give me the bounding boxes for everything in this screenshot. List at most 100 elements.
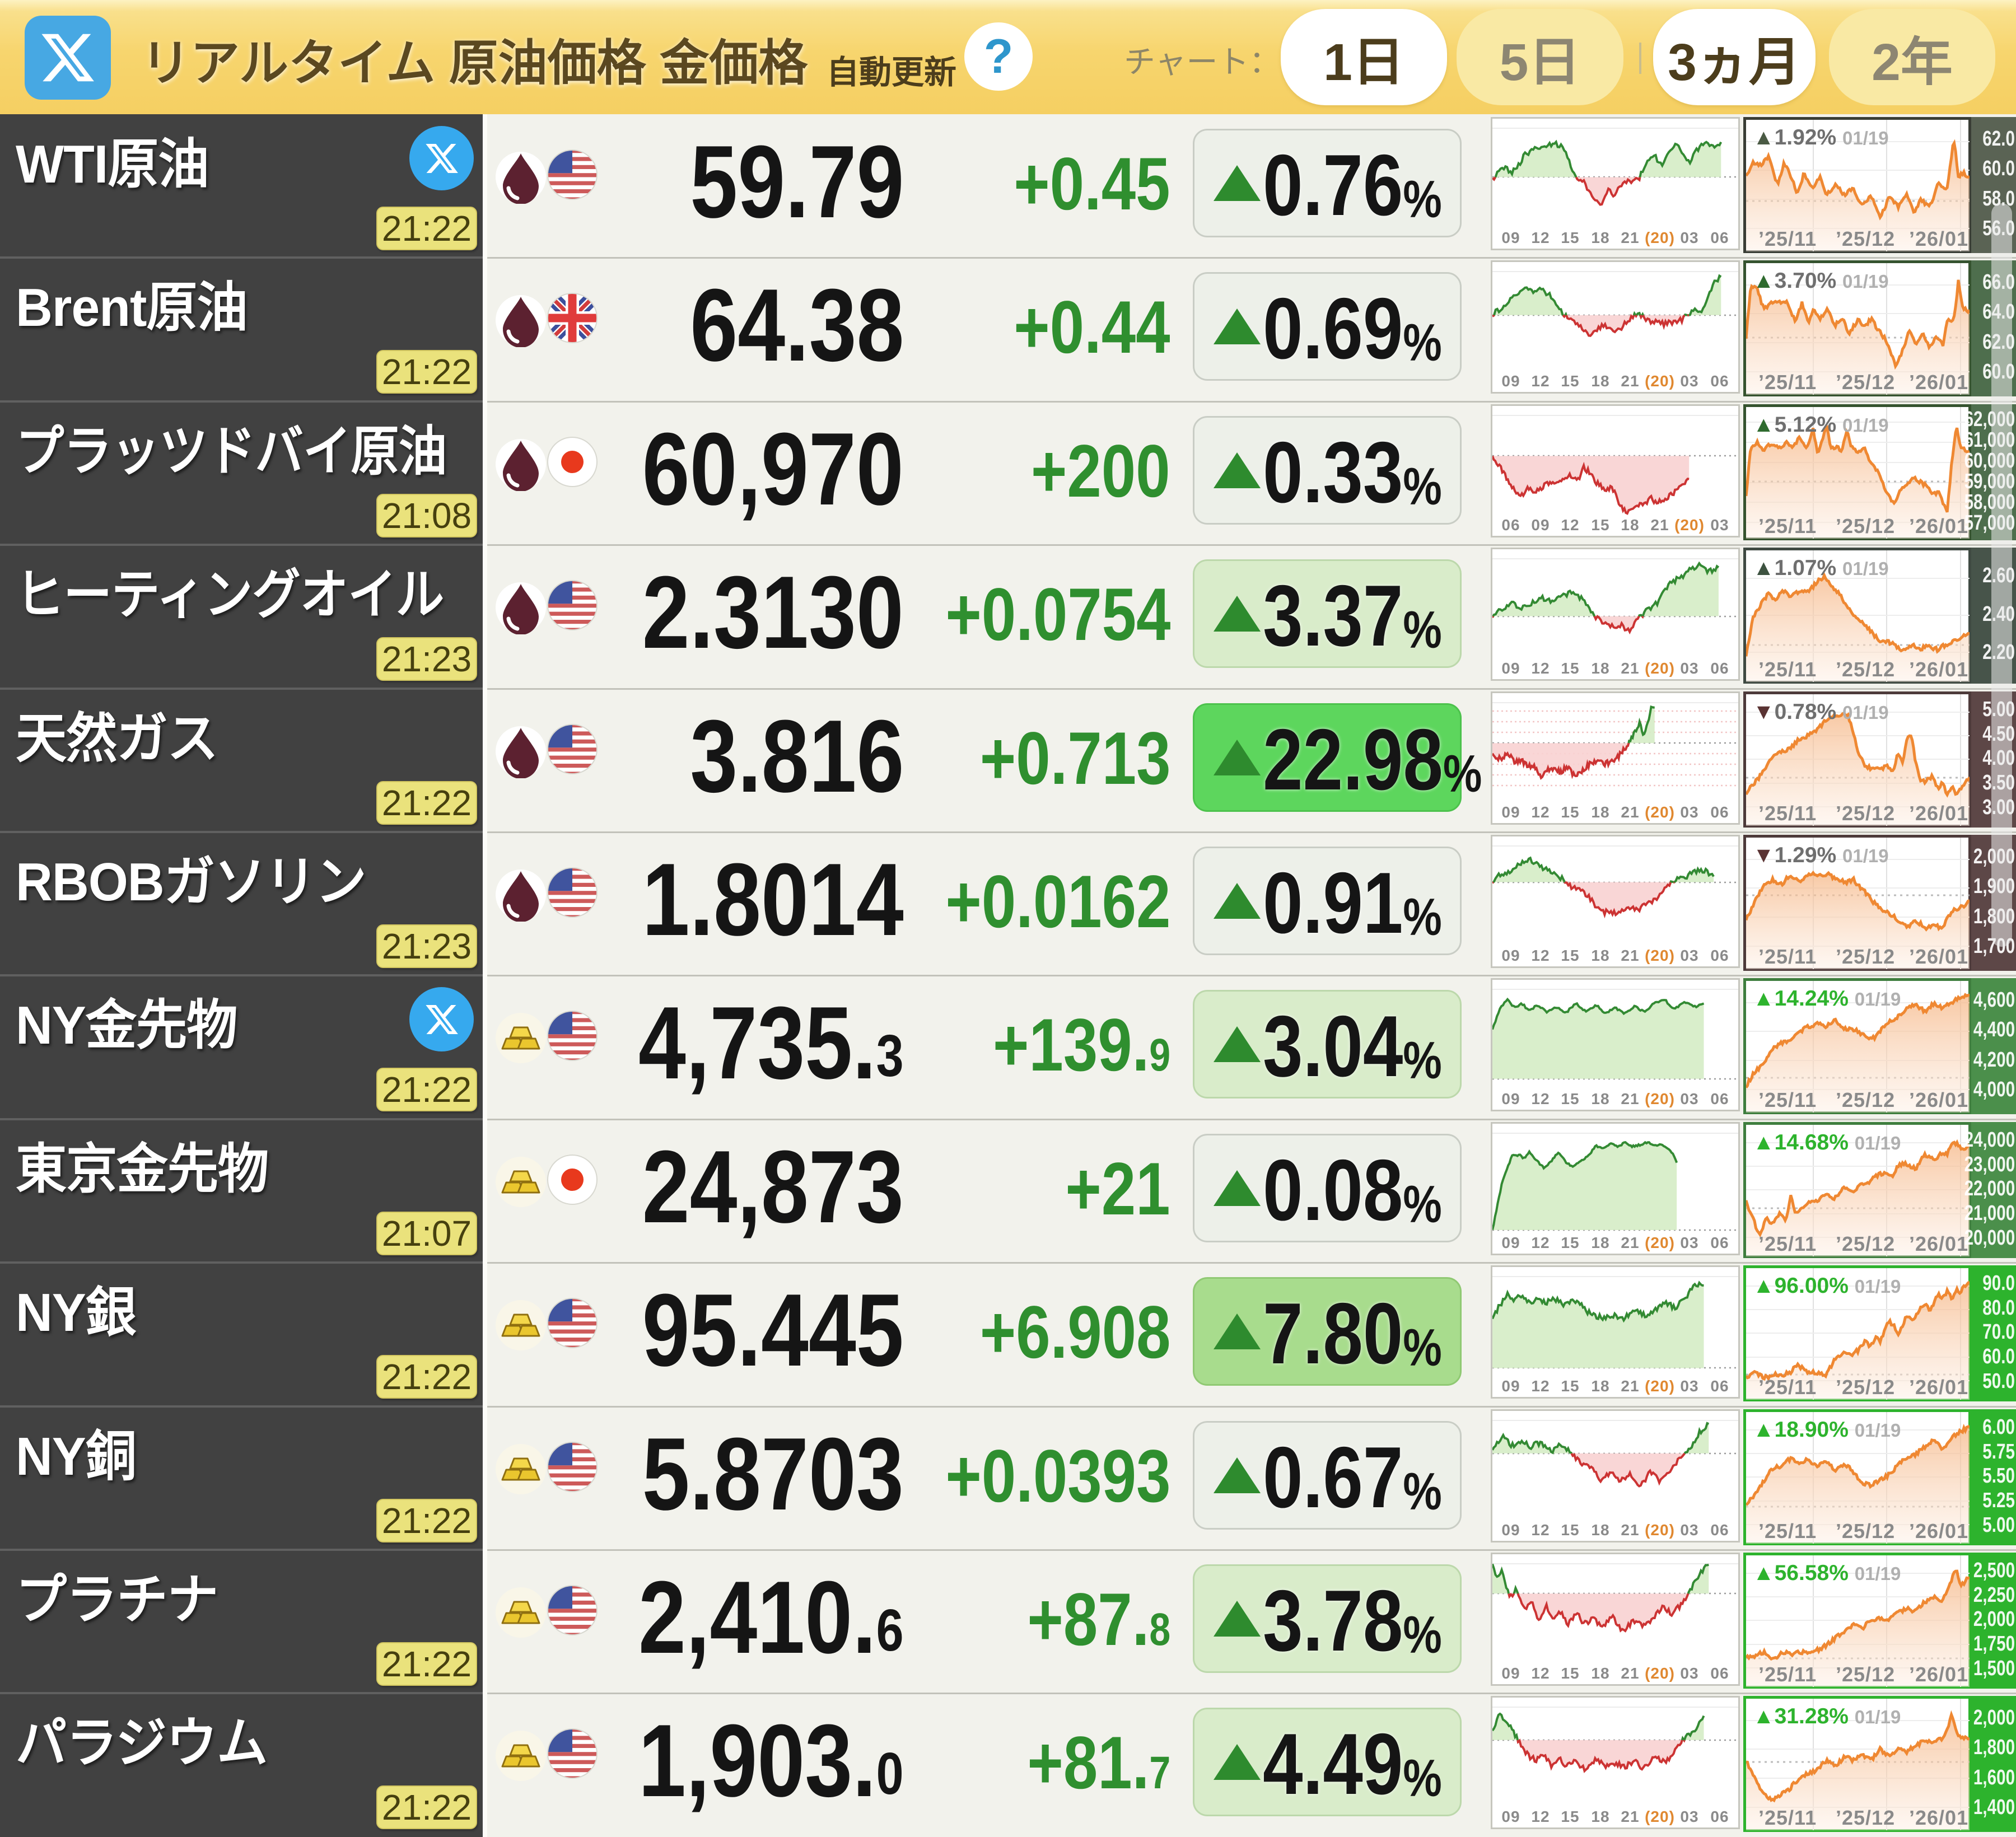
- svg-text:21: 21: [1621, 1377, 1639, 1395]
- svg-text:15: 15: [1591, 516, 1609, 534]
- svg-text:(20): (20): [1645, 947, 1675, 964]
- svg-text:’25/12: ’25/12: [1836, 1232, 1895, 1255]
- svg-text:’25/12: ’25/12: [1836, 1806, 1895, 1829]
- svg-text:’26/01: ’26/01: [1909, 227, 1968, 250]
- svg-text:03: 03: [1680, 1665, 1698, 1682]
- svg-text:03: 03: [1680, 660, 1698, 677]
- svg-text:(20): (20): [1645, 229, 1675, 246]
- svg-text:’25/11: ’25/11: [1758, 1806, 1817, 1829]
- svg-text:21: 21: [1621, 229, 1639, 246]
- svg-text:06: 06: [1710, 1665, 1729, 1682]
- svg-text:12: 12: [1561, 516, 1579, 534]
- svg-text:21: 21: [1650, 516, 1669, 534]
- svg-text:15: 15: [1561, 803, 1579, 821]
- svg-text:21: 21: [1621, 1808, 1639, 1825]
- svg-text:’25/11: ’25/11: [1758, 515, 1817, 537]
- svg-text:15: 15: [1561, 1234, 1579, 1251]
- svg-text:’25/11: ’25/11: [1758, 658, 1817, 681]
- svg-text:’26/01: ’26/01: [1909, 802, 1968, 825]
- svg-text:09: 09: [1531, 516, 1550, 534]
- svg-text:09: 09: [1501, 1665, 1520, 1682]
- svg-text:18: 18: [1591, 1665, 1609, 1682]
- svg-text:’25/12: ’25/12: [1836, 1520, 1895, 1542]
- svg-text:’26/01: ’26/01: [1909, 1376, 1968, 1399]
- svg-text:18: 18: [1591, 1521, 1609, 1539]
- svg-text:09: 09: [1501, 1234, 1520, 1251]
- svg-text:03: 03: [1680, 1521, 1698, 1539]
- svg-text:(20): (20): [1645, 1234, 1675, 1251]
- svg-text:(20): (20): [1645, 1808, 1675, 1825]
- svg-text:21: 21: [1621, 372, 1639, 390]
- svg-text:18: 18: [1591, 372, 1609, 390]
- svg-text:18: 18: [1591, 1377, 1609, 1395]
- svg-text:’26/01: ’26/01: [1909, 1520, 1968, 1542]
- svg-text:’25/11: ’25/11: [1758, 1376, 1817, 1399]
- svg-text:’25/11: ’25/11: [1758, 1232, 1817, 1255]
- svg-text:06: 06: [1710, 1234, 1729, 1251]
- svg-text:’25/12: ’25/12: [1836, 515, 1895, 537]
- svg-text:09: 09: [1501, 1377, 1520, 1395]
- svg-text:15: 15: [1561, 229, 1579, 246]
- svg-text:21: 21: [1621, 1090, 1639, 1107]
- svg-text:’25/11: ’25/11: [1758, 1088, 1817, 1111]
- svg-text:’25/12: ’25/12: [1836, 227, 1895, 250]
- svg-text:(20): (20): [1645, 660, 1675, 677]
- svg-text:18: 18: [1591, 229, 1609, 246]
- svg-text:09: 09: [1501, 660, 1520, 677]
- svg-text:03: 03: [1680, 803, 1698, 821]
- svg-text:09: 09: [1501, 229, 1520, 246]
- svg-text:03: 03: [1710, 516, 1729, 534]
- svg-text:’25/11: ’25/11: [1758, 1520, 1817, 1542]
- svg-text:’25/12: ’25/12: [1836, 802, 1895, 825]
- svg-text:21: 21: [1621, 1665, 1639, 1682]
- svg-text:18: 18: [1591, 1808, 1609, 1825]
- svg-text:09: 09: [1501, 1521, 1520, 1539]
- svg-text:06: 06: [1710, 229, 1729, 246]
- svg-text:06: 06: [1710, 803, 1729, 821]
- svg-text:18: 18: [1591, 947, 1609, 964]
- svg-text:09: 09: [1501, 947, 1520, 964]
- svg-text:18: 18: [1621, 516, 1639, 534]
- svg-text:’25/11: ’25/11: [1758, 371, 1817, 394]
- svg-text:(20): (20): [1645, 1377, 1675, 1395]
- svg-text:’26/01: ’26/01: [1909, 371, 1968, 394]
- svg-text:15: 15: [1561, 1090, 1579, 1107]
- svg-text:12: 12: [1531, 660, 1550, 677]
- svg-text:’25/11: ’25/11: [1758, 227, 1817, 250]
- svg-text:12: 12: [1531, 229, 1550, 246]
- svg-text:(20): (20): [1645, 1090, 1675, 1107]
- svg-text:’26/01: ’26/01: [1909, 1806, 1968, 1829]
- svg-text:15: 15: [1561, 1521, 1579, 1539]
- svg-text:18: 18: [1591, 803, 1609, 821]
- svg-text:’26/01: ’26/01: [1909, 1232, 1968, 1255]
- svg-text:12: 12: [1531, 1090, 1550, 1107]
- svg-text:21: 21: [1621, 1521, 1639, 1539]
- svg-text:12: 12: [1531, 1234, 1550, 1251]
- svg-text:06: 06: [1710, 1090, 1729, 1107]
- svg-text:03: 03: [1680, 372, 1698, 390]
- svg-text:09: 09: [1501, 803, 1520, 821]
- svg-text:09: 09: [1501, 1808, 1520, 1825]
- svg-text:’25/12: ’25/12: [1836, 371, 1895, 394]
- svg-text:12: 12: [1531, 803, 1550, 821]
- svg-text:12: 12: [1531, 372, 1550, 390]
- svg-text:18: 18: [1591, 1090, 1609, 1107]
- svg-text:(20): (20): [1674, 516, 1705, 534]
- svg-text:15: 15: [1561, 947, 1579, 964]
- svg-text:06: 06: [1710, 947, 1729, 964]
- svg-text:(20): (20): [1645, 1665, 1675, 1682]
- svg-text:06: 06: [1710, 1377, 1729, 1395]
- svg-text:12: 12: [1531, 1377, 1550, 1395]
- svg-text:’26/01: ’26/01: [1909, 945, 1968, 968]
- svg-text:12: 12: [1531, 1665, 1550, 1682]
- svg-text:12: 12: [1531, 1521, 1550, 1539]
- svg-text:03: 03: [1680, 947, 1698, 964]
- svg-text:03: 03: [1680, 1234, 1698, 1251]
- svg-text:21: 21: [1621, 947, 1639, 964]
- svg-text:03: 03: [1680, 229, 1698, 246]
- svg-text:21: 21: [1621, 660, 1639, 677]
- svg-text:21: 21: [1621, 803, 1639, 821]
- svg-text:06: 06: [1710, 660, 1729, 677]
- svg-text:12: 12: [1531, 1808, 1550, 1825]
- svg-text:15: 15: [1561, 1377, 1579, 1395]
